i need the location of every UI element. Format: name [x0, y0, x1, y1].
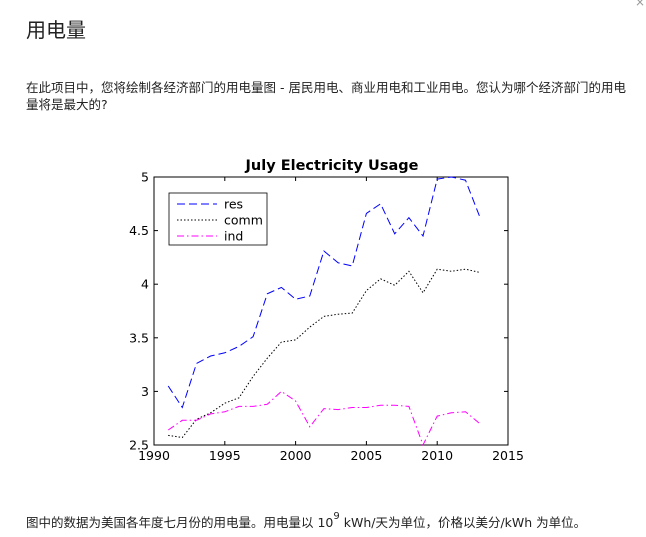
x-tick-label: 1995 — [209, 448, 241, 463]
footer-text-pre: 图中的数据为美国各年度七月份的用电量。用电量以 10 — [26, 515, 334, 530]
footer-text-post: kWh/天为单位，价格以美分/kWh 为单位。 — [339, 515, 587, 530]
chart-title: July Electricity Usage — [245, 158, 419, 174]
y-tick-label: 3.5 — [129, 330, 149, 345]
x-tick-label: 2000 — [280, 448, 312, 463]
y-tick-label: 4.5 — [129, 223, 149, 238]
chart-figure: July Electricity Usage 1990 1995 2000 2005 2… — [120, 150, 530, 480]
y-tick-label: 3 — [141, 384, 149, 399]
x-tick-label: 1990 — [138, 448, 170, 463]
electricity-usage-chart: July Electricity Usage 1990 1995 2000 2005 2… — [129, 158, 524, 464]
footer-exponent: 9 — [333, 511, 340, 522]
x-tick-label: 2010 — [421, 448, 453, 463]
intro-text: 在此项目中，您将绘制各经济部门的用电量图 - 居民用电、商业用电和工业用电。您认… — [26, 80, 626, 112]
axis-ticks: 1990 1995 2000 2005 2010 2015 2.5 3 3.5 4 4.5 5 — [129, 170, 524, 464]
close-icon[interactable]: × — [635, 0, 646, 9]
y-tick-label: 4 — [141, 277, 149, 292]
series-line-ind — [167, 390, 481, 447]
legend-box — [168, 192, 268, 246]
legend-label-ind: ind — [224, 229, 243, 244]
legend-label-comm: comm — [224, 213, 263, 228]
series-layer — [167, 176, 481, 447]
page-title: 用电量 — [26, 18, 86, 42]
x-tick-label: 2005 — [350, 448, 382, 463]
x-tick-label: 2015 — [492, 448, 524, 463]
series-line-comm — [168, 268, 480, 439]
legend-label-res: res — [224, 197, 243, 212]
y-tick-label: 2.5 — [129, 438, 149, 453]
y-tick-label: 5 — [141, 170, 149, 185]
series-line-res — [167, 176, 481, 409]
footer-note: 图中的数据为美国各年度七月份的用电量。用电量以 109 kWh/天为单位，价格以… — [26, 511, 636, 531]
